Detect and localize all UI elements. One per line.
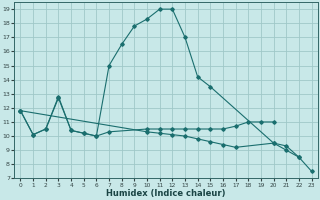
X-axis label: Humidex (Indice chaleur): Humidex (Indice chaleur) <box>106 189 226 198</box>
